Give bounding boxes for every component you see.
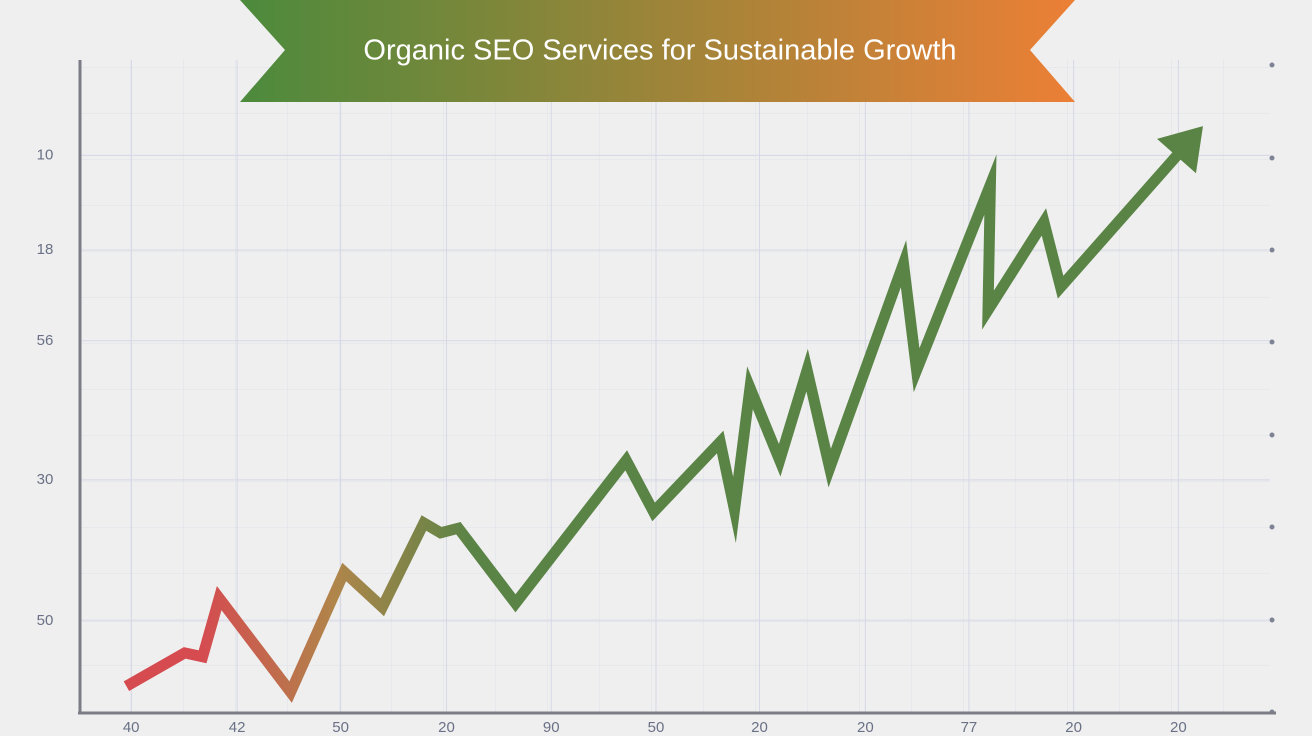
x-tick-label: 20 xyxy=(1065,719,1082,736)
x-tick-label: 40 xyxy=(123,719,140,736)
y-tick-label: 50 xyxy=(37,612,54,629)
y-tick-label: 18 xyxy=(37,241,54,258)
x-tick-label: 50 xyxy=(648,719,665,736)
x-tick-label: 20 xyxy=(751,719,768,736)
arrow-head xyxy=(1157,126,1203,174)
x-tick-label: 20 xyxy=(438,719,455,736)
y-tick-label: 56 xyxy=(37,332,54,349)
right-dots xyxy=(1269,62,1275,715)
series-line xyxy=(123,131,1200,703)
minor-grid xyxy=(80,60,1270,713)
title-banner xyxy=(240,0,1075,102)
y-tick-label: 10 xyxy=(37,146,54,163)
chart-title: Organic SEO Services for Sustainable Gro… xyxy=(363,35,956,67)
x-tick-label: 42 xyxy=(229,719,246,736)
plot-layer: 10 18 56 30 50 40 42 50 20 90 50 20 20 77 20 20 xyxy=(37,60,1270,736)
x-tick-label: 77 xyxy=(961,719,978,736)
y-tick-label: 30 xyxy=(37,471,54,488)
x-tick-label: 50 xyxy=(332,719,349,736)
x-tick-label: 20 xyxy=(857,719,874,736)
x-tick-label: 20 xyxy=(1170,719,1187,736)
x-tick-label: 90 xyxy=(543,719,560,736)
